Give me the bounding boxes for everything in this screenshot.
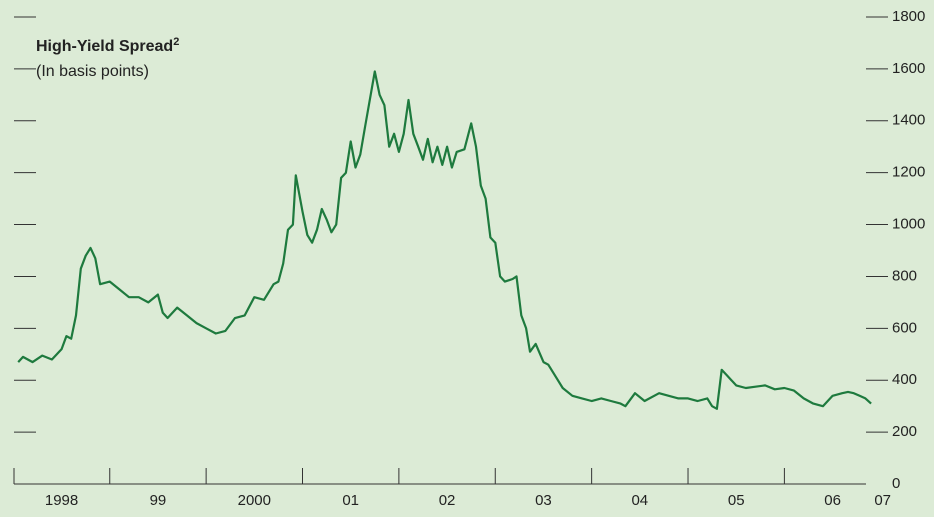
- x-tick-label: 05: [728, 492, 745, 509]
- x-tick-label: 01: [342, 492, 359, 509]
- x-tick-label: 04: [631, 492, 648, 509]
- y-tick-label: 1000: [892, 216, 925, 233]
- data-line: [17, 70, 872, 410]
- y-tick-label: 400: [892, 371, 917, 388]
- y-tick-label: 800: [892, 267, 917, 284]
- x-tick-label: 02: [439, 492, 456, 509]
- y-tick-label: 200: [892, 423, 917, 440]
- x-tick-label: 1998: [45, 492, 78, 509]
- x-tick-label: 06: [824, 492, 841, 509]
- x-tick-label: 2000: [238, 492, 271, 509]
- y-tick-label: 1200: [892, 164, 925, 181]
- y-tick-label: 1600: [892, 60, 925, 77]
- y-tick-label: 1400: [892, 112, 925, 129]
- y-tick-label: 0: [892, 475, 900, 492]
- chart-subtitle: (In basis points): [36, 63, 149, 80]
- y-tick-label: 1800: [892, 8, 925, 25]
- x-tick-label: 03: [535, 492, 552, 509]
- title-note: 2: [173, 36, 179, 48]
- chart-title-group: High-Yield Spread2: [36, 36, 179, 55]
- x-tick-label: 07: [874, 492, 891, 509]
- chart-title: High-Yield Spread: [36, 38, 173, 55]
- y-tick-label: 600: [892, 319, 917, 336]
- x-tick-label: 99: [150, 492, 167, 509]
